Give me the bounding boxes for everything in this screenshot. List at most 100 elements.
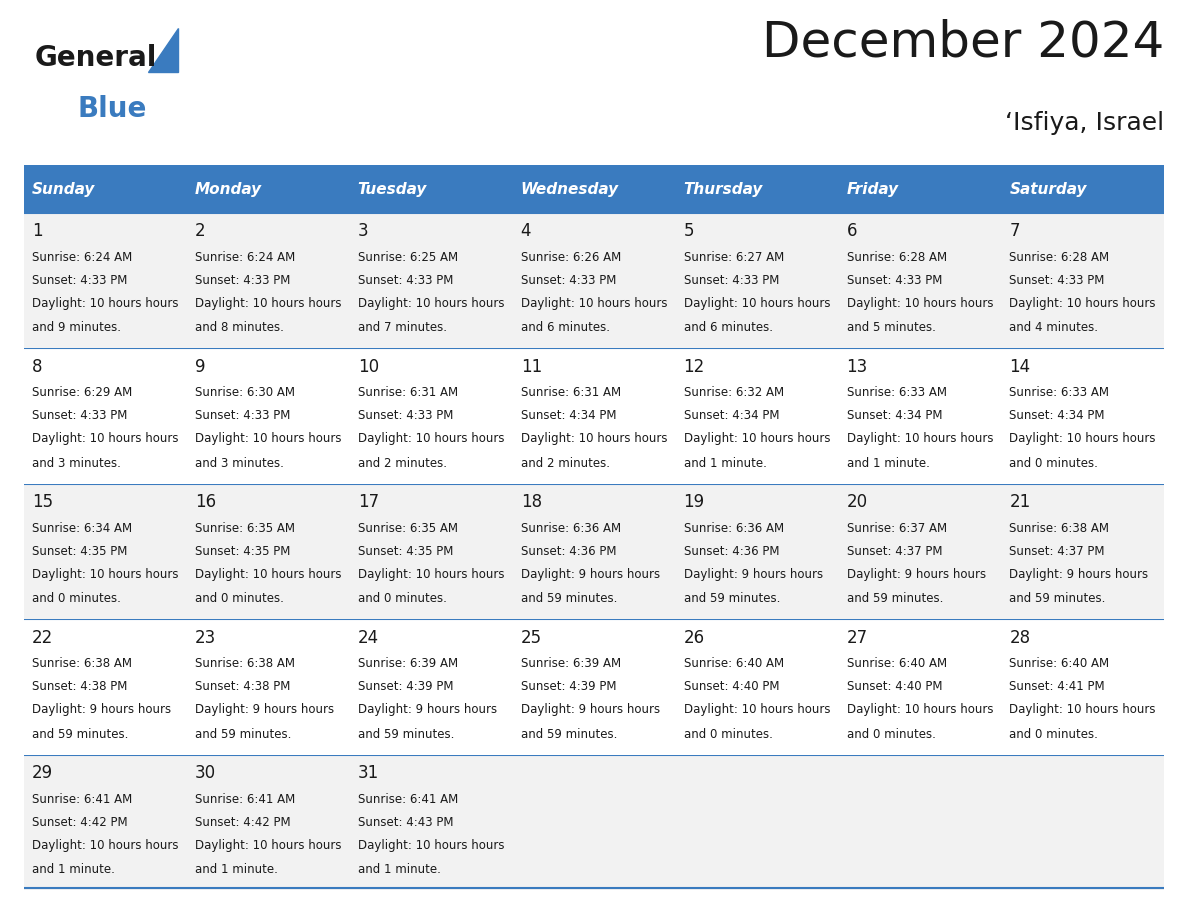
Text: Sunset: 4:35 PM: Sunset: 4:35 PM [32, 545, 127, 558]
FancyBboxPatch shape [839, 755, 1001, 890]
FancyBboxPatch shape [676, 165, 839, 213]
Text: 16: 16 [195, 494, 216, 511]
Text: Daylight: 10 hours hours: Daylight: 10 hours hours [32, 839, 178, 852]
FancyBboxPatch shape [512, 484, 676, 620]
FancyBboxPatch shape [839, 620, 1001, 755]
FancyBboxPatch shape [1001, 755, 1164, 890]
FancyBboxPatch shape [676, 484, 839, 620]
Text: and 7 minutes.: and 7 minutes. [358, 321, 447, 334]
Text: Sunrise: 6:40 AM: Sunrise: 6:40 AM [847, 657, 947, 670]
FancyBboxPatch shape [676, 349, 839, 484]
Text: General: General [34, 44, 157, 73]
Text: Sunrise: 6:24 AM: Sunrise: 6:24 AM [195, 251, 295, 263]
Text: Sunrise: 6:40 AM: Sunrise: 6:40 AM [1010, 657, 1110, 670]
Text: Daylight: 10 hours hours: Daylight: 10 hours hours [195, 568, 341, 581]
Text: Sunset: 4:35 PM: Sunset: 4:35 PM [195, 545, 290, 558]
Text: 9: 9 [195, 358, 206, 376]
Text: Tuesday: Tuesday [358, 182, 428, 196]
FancyBboxPatch shape [839, 484, 1001, 620]
FancyBboxPatch shape [349, 620, 512, 755]
Text: and 6 minutes.: and 6 minutes. [520, 321, 609, 334]
FancyBboxPatch shape [349, 349, 512, 484]
Text: 7: 7 [1010, 222, 1020, 241]
Text: 17: 17 [358, 494, 379, 511]
Text: Sunrise: 6:41 AM: Sunrise: 6:41 AM [32, 793, 132, 806]
Text: Daylight: 10 hours hours: Daylight: 10 hours hours [195, 839, 341, 852]
Text: Daylight: 10 hours hours: Daylight: 10 hours hours [847, 432, 993, 445]
Text: Sunset: 4:39 PM: Sunset: 4:39 PM [358, 680, 454, 693]
Text: 2: 2 [195, 222, 206, 241]
Text: Sunrise: 6:38 AM: Sunrise: 6:38 AM [1010, 522, 1110, 535]
Text: 14: 14 [1010, 358, 1030, 376]
Text: Sunset: 4:38 PM: Sunset: 4:38 PM [195, 680, 290, 693]
Text: ‘Isfiya, Israel: ‘Isfiya, Israel [1005, 111, 1164, 135]
Text: Sunset: 4:33 PM: Sunset: 4:33 PM [195, 274, 290, 287]
FancyBboxPatch shape [1001, 165, 1164, 213]
Text: Sunset: 4:36 PM: Sunset: 4:36 PM [520, 545, 617, 558]
Text: Sunrise: 6:26 AM: Sunrise: 6:26 AM [520, 251, 621, 263]
Text: Sunrise: 6:30 AM: Sunrise: 6:30 AM [195, 386, 295, 399]
Text: Sunset: 4:37 PM: Sunset: 4:37 PM [847, 545, 942, 558]
Text: Sunrise: 6:28 AM: Sunrise: 6:28 AM [847, 251, 947, 263]
Text: Wednesday: Wednesday [520, 182, 619, 196]
Text: Daylight: 9 hours hours: Daylight: 9 hours hours [847, 568, 986, 581]
Text: and 0 minutes.: and 0 minutes. [195, 592, 284, 605]
Text: 22: 22 [32, 629, 53, 647]
Text: Daylight: 10 hours hours: Daylight: 10 hours hours [358, 432, 504, 445]
FancyBboxPatch shape [24, 213, 187, 349]
Text: Daylight: 9 hours hours: Daylight: 9 hours hours [683, 568, 823, 581]
Text: and 4 minutes.: and 4 minutes. [1010, 321, 1099, 334]
Text: Sunrise: 6:31 AM: Sunrise: 6:31 AM [520, 386, 621, 399]
Text: Sunrise: 6:38 AM: Sunrise: 6:38 AM [32, 657, 132, 670]
Text: Daylight: 10 hours hours: Daylight: 10 hours hours [847, 703, 993, 716]
Text: and 8 minutes.: and 8 minutes. [195, 321, 284, 334]
Text: Sunset: 4:42 PM: Sunset: 4:42 PM [32, 816, 127, 829]
Text: Daylight: 10 hours hours: Daylight: 10 hours hours [358, 839, 504, 852]
Text: Blue: Blue [77, 95, 146, 123]
Text: Sunrise: 6:41 AM: Sunrise: 6:41 AM [195, 793, 295, 806]
Text: Thursday: Thursday [683, 182, 763, 196]
Text: 12: 12 [683, 358, 704, 376]
Text: Sunrise: 6:36 AM: Sunrise: 6:36 AM [683, 522, 784, 535]
Text: 13: 13 [847, 358, 867, 376]
Text: Sunrise: 6:24 AM: Sunrise: 6:24 AM [32, 251, 132, 263]
Text: Sunset: 4:33 PM: Sunset: 4:33 PM [683, 274, 779, 287]
FancyBboxPatch shape [512, 213, 676, 349]
Text: Daylight: 10 hours hours: Daylight: 10 hours hours [358, 297, 504, 310]
Text: Sunrise: 6:35 AM: Sunrise: 6:35 AM [358, 522, 457, 535]
Text: Sunrise: 6:37 AM: Sunrise: 6:37 AM [847, 522, 947, 535]
Text: Sunset: 4:33 PM: Sunset: 4:33 PM [358, 274, 453, 287]
Text: Sunset: 4:33 PM: Sunset: 4:33 PM [195, 409, 290, 422]
Text: and 1 minute.: and 1 minute. [358, 863, 441, 877]
Text: Sunrise: 6:25 AM: Sunrise: 6:25 AM [358, 251, 457, 263]
FancyBboxPatch shape [512, 620, 676, 755]
Text: Daylight: 10 hours hours: Daylight: 10 hours hours [683, 432, 830, 445]
FancyBboxPatch shape [676, 755, 839, 890]
Text: Daylight: 10 hours hours: Daylight: 10 hours hours [1010, 297, 1156, 310]
FancyBboxPatch shape [187, 755, 349, 890]
Text: and 0 minutes.: and 0 minutes. [683, 728, 772, 741]
Text: 18: 18 [520, 494, 542, 511]
Text: Sunset: 4:41 PM: Sunset: 4:41 PM [1010, 680, 1105, 693]
FancyBboxPatch shape [1001, 620, 1164, 755]
FancyBboxPatch shape [1001, 213, 1164, 349]
Text: Sunrise: 6:39 AM: Sunrise: 6:39 AM [520, 657, 621, 670]
Text: Daylight: 10 hours hours: Daylight: 10 hours hours [32, 297, 178, 310]
Text: 30: 30 [195, 765, 216, 782]
Text: 1: 1 [32, 222, 43, 241]
Text: Sunrise: 6:29 AM: Sunrise: 6:29 AM [32, 386, 132, 399]
Text: 8: 8 [32, 358, 43, 376]
Text: 5: 5 [683, 222, 694, 241]
FancyBboxPatch shape [187, 349, 349, 484]
FancyBboxPatch shape [1001, 349, 1164, 484]
Text: Sunset: 4:38 PM: Sunset: 4:38 PM [32, 680, 127, 693]
FancyBboxPatch shape [512, 349, 676, 484]
Text: and 6 minutes.: and 6 minutes. [683, 321, 772, 334]
FancyBboxPatch shape [24, 620, 187, 755]
Text: Saturday: Saturday [1010, 182, 1087, 196]
Text: Sunrise: 6:40 AM: Sunrise: 6:40 AM [683, 657, 784, 670]
Text: Daylight: 9 hours hours: Daylight: 9 hours hours [195, 703, 334, 716]
FancyBboxPatch shape [24, 755, 187, 890]
FancyBboxPatch shape [676, 620, 839, 755]
Text: Sunset: 4:33 PM: Sunset: 4:33 PM [358, 409, 453, 422]
